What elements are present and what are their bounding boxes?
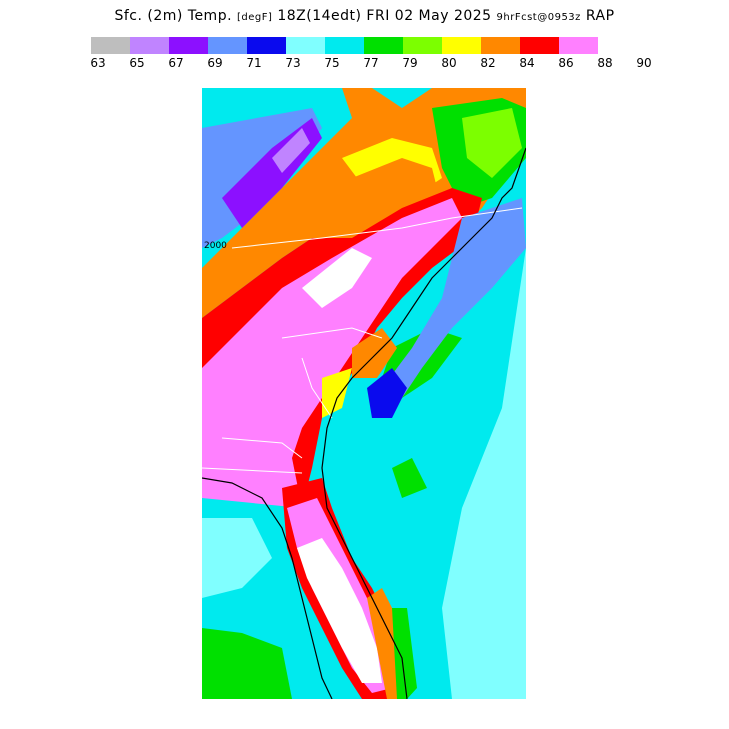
- gulf-coastline: [202, 477, 333, 699]
- land-pink-south: [202, 388, 302, 508]
- land-hot-white: [302, 248, 372, 308]
- legend-label-90: 90: [636, 56, 652, 70]
- title-units: [degF]: [236, 12, 273, 23]
- legend-label-88: 88: [597, 56, 613, 70]
- legend-label-77: 77: [363, 56, 379, 70]
- legend-swatch-9: [442, 37, 481, 54]
- coastal-blue: [382, 198, 526, 398]
- gulf-green-patch: [202, 628, 292, 699]
- legend-swatch-12: [559, 37, 598, 54]
- legend-label-79: 79: [402, 56, 418, 70]
- offshore-green-2: [392, 458, 427, 498]
- legend-label-82: 82: [480, 56, 496, 70]
- legend-label-75: 75: [324, 56, 340, 70]
- color-legend-labels: 63 65 67 69 71 73 75 77 79 80 82 84 86 88 90: [0, 56, 729, 72]
- legend-label-84: 84: [519, 56, 535, 70]
- border-ga-al: [221, 437, 303, 459]
- coastal-orange: [352, 328, 397, 378]
- legend-label-69: 69: [207, 56, 223, 70]
- chart-title: Sfc. (2m) Temp. [degF] 18Z(14edt) FRI 02…: [0, 8, 729, 24]
- legend-label-71: 71: [246, 56, 262, 70]
- legend-label-80: 80: [441, 56, 457, 70]
- legend-swatch-8: [403, 37, 442, 54]
- virginia-lime: [462, 108, 522, 178]
- legend-swatch-10: [481, 37, 520, 54]
- coastal-yellow: [322, 368, 352, 418]
- title-main: Sfc. (2m) Temp.: [114, 8, 233, 24]
- florida-hot-white: [297, 538, 382, 683]
- title-valid: 18Z(14edt) FRI 02 May 2025: [277, 8, 492, 24]
- state-borders: [202, 207, 523, 474]
- legend-label-63: 63: [90, 56, 106, 70]
- florida-east-green: [392, 608, 417, 699]
- legend-swatch-11: [520, 37, 559, 54]
- border-va-nc: [231, 207, 523, 249]
- title-forecast: 9hrFcst@0953z: [496, 12, 581, 23]
- legend-label-73: 73: [285, 56, 301, 70]
- gulf-light-patch: [202, 518, 272, 598]
- border-fl-ga: [202, 467, 303, 474]
- contour-label: 2000: [204, 241, 227, 251]
- color-legend: [91, 37, 598, 54]
- legend-swatch-2: [169, 37, 208, 54]
- atlantic-coastline: [321, 147, 526, 699]
- legend-swatch-3: [208, 37, 247, 54]
- border-nc-sc: [281, 327, 383, 339]
- coastline: [202, 147, 526, 699]
- legend-label-65: 65: [129, 56, 145, 70]
- land-orange-inner: [352, 158, 437, 203]
- legend-swatch-4: [247, 37, 286, 54]
- border-sc-ga: [301, 357, 333, 419]
- coastal-dark-blue: [367, 368, 407, 418]
- legend-swatch-7: [364, 37, 403, 54]
- legend-swatch-0: [91, 37, 130, 54]
- title-model: RAP: [585, 8, 615, 24]
- legend-label-86: 86: [558, 56, 574, 70]
- land-pink: [202, 198, 462, 458]
- legend-swatch-6: [325, 37, 364, 54]
- legend-swatch-1: [130, 37, 169, 54]
- offshore-light-band: [442, 248, 526, 699]
- mountains-lavender: [272, 128, 310, 173]
- legend-swatch-5: [286, 37, 325, 54]
- legend-label-67: 67: [168, 56, 184, 70]
- temperature-map: 2000: [202, 88, 526, 699]
